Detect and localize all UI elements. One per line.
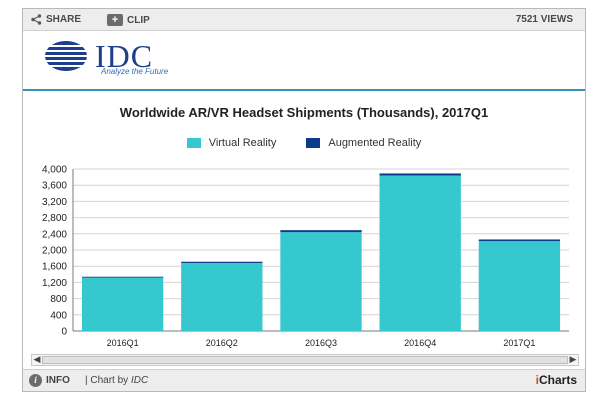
bar-vr <box>478 241 561 331</box>
bar-ar <box>181 261 263 263</box>
brand-header: IDC Analyze the Future <box>23 31 585 91</box>
share-button[interactable]: SHARE <box>31 14 81 25</box>
bar-vr <box>81 277 164 331</box>
chart-title: Worldwide AR/VR Headset Shipments (Thous… <box>119 105 489 120</box>
bar-ar <box>280 230 362 233</box>
y-tick-label: 0 <box>61 327 67 338</box>
icharts-prefix: i <box>535 373 539 387</box>
credit-prefix: | Chart by <box>85 375 129 386</box>
bar-ar <box>478 239 561 242</box>
scroll-right-icon[interactable]: ▶ <box>569 354 577 364</box>
scroll-left-icon[interactable]: ◀ <box>33 354 41 364</box>
x-tick-label: 2016Q1 <box>107 338 139 348</box>
y-tick-label: 400 <box>50 310 67 321</box>
y-tick-label: 2,400 <box>42 229 67 240</box>
legend-item-ar[interactable]: Augmented Reality <box>306 137 421 149</box>
x-tick-label: 2016Q3 <box>305 338 337 348</box>
share-label: SHARE <box>46 14 82 25</box>
icharts-logo[interactable]: iCharts <box>536 373 577 387</box>
widget-footer: i INFO | Chart by IDC iCharts <box>23 369 585 391</box>
chart-widget: SHARE + CLIP 7521 VIEWS IDC Analyze the … <box>22 8 586 392</box>
legend: Virtual Reality Augmented Reality <box>23 137 585 149</box>
view-count: 7521 VIEWS <box>515 14 573 25</box>
scrollbar-thumb[interactable] <box>42 356 568 364</box>
y-tick-label: 1,200 <box>42 278 67 289</box>
y-tick-label: 3,200 <box>42 197 67 208</box>
bar-vr <box>379 175 461 331</box>
x-tick-label: 2016Q2 <box>206 338 238 348</box>
share-icon <box>31 14 42 25</box>
widget-toolbar: SHARE + CLIP 7521 VIEWS <box>23 9 585 31</box>
y-tick-label: 3,600 <box>42 181 67 192</box>
y-tick-label: 4,000 <box>42 165 67 176</box>
legend-swatch-vr <box>186 138 201 148</box>
bar-ar <box>379 173 461 176</box>
logo-text: IDC <box>95 38 154 74</box>
info-label: INFO <box>46 375 70 386</box>
y-tick-label: 800 <box>50 294 67 305</box>
legend-label-vr: Virtual Reality <box>208 137 277 149</box>
x-tick-label: 2016Q4 <box>404 338 436 348</box>
legend-item-vr[interactable]: Virtual Reality <box>186 137 277 149</box>
info-button[interactable]: i INFO <box>29 374 70 387</box>
bar-ar <box>81 276 164 278</box>
clip-button[interactable]: + CLIP <box>107 14 150 26</box>
horizontal-scrollbar[interactable]: ◀ ▶ <box>31 354 579 366</box>
y-tick-label: 2,000 <box>42 246 67 257</box>
bar-vr <box>280 232 362 331</box>
legend-label-ar: Augmented Reality <box>328 137 422 149</box>
plus-icon: + <box>107 14 123 26</box>
x-tick-label: 2017Q1 <box>503 338 535 348</box>
info-icon: i <box>29 374 42 387</box>
credit-source: IDC <box>130 375 149 386</box>
plot-area: 0 400 800 1,200 1,600 2,000 2,400 2,800 3,200 3,6… <box>42 165 569 348</box>
icharts-suffix: Charts <box>538 373 577 387</box>
idc-logo: IDC <box>43 39 153 73</box>
y-tick-label: 2,800 <box>42 213 67 224</box>
globe-icon <box>43 41 89 71</box>
logo-tagline: Analyze the Future <box>101 67 169 76</box>
legend-swatch-ar <box>306 138 321 148</box>
bar-vr <box>181 262 263 331</box>
clip-label: CLIP <box>127 14 150 26</box>
chart-credit: | Chart by IDC <box>85 375 148 386</box>
y-tick-label: 1,600 <box>42 262 67 273</box>
